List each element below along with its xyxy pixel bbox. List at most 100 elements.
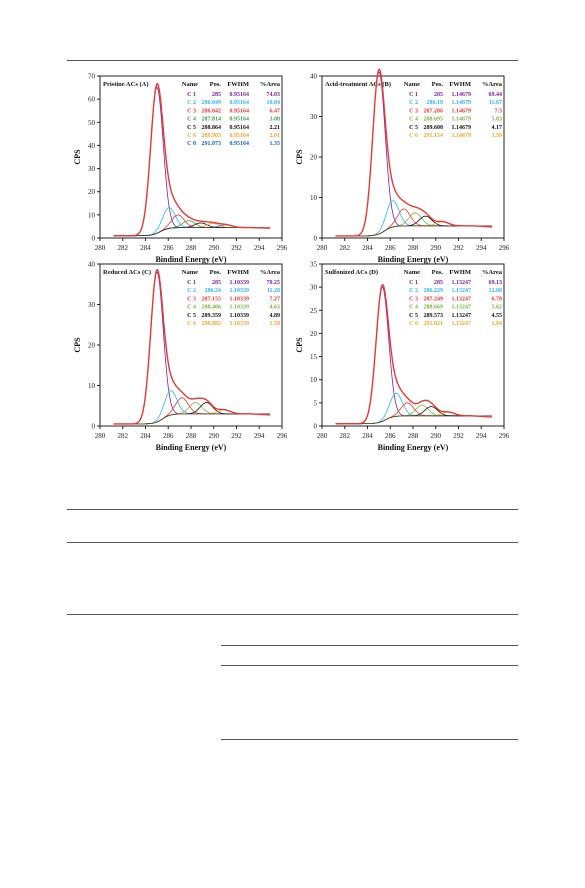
x-tick-label: 284 xyxy=(362,244,373,252)
x-tick-label: 288 xyxy=(408,244,419,252)
table-cell-name: C 5 xyxy=(187,313,196,319)
envelope-curve xyxy=(113,269,271,425)
fit-curve-c4 xyxy=(113,402,250,425)
table-cell-pos: 286.19 xyxy=(427,100,444,106)
table-cell-name: C 5 xyxy=(187,125,196,131)
chart-a-ylabel: CPS xyxy=(73,149,82,165)
x-tick-label: 286 xyxy=(385,244,396,252)
table-header: %Area xyxy=(482,269,503,276)
table-cell-fwhm: 1.10339 xyxy=(230,321,250,327)
table-cell-name: C 4 xyxy=(409,117,418,123)
table-cell-area: 69.13 xyxy=(489,280,503,286)
y-tick-label: 70 xyxy=(88,73,96,81)
y-tick-label: 0 xyxy=(314,235,318,243)
table-cell-fwhm: 1.13247 xyxy=(452,296,472,302)
x-tick-label: 292 xyxy=(453,432,464,440)
x-tick-label: 280 xyxy=(317,432,328,440)
table-cell-fwhm: 0.95164 xyxy=(230,141,250,147)
fit-curve-c8 xyxy=(113,224,250,237)
table-cell-pos: 290.882 xyxy=(202,321,222,327)
chart-c-svg: 280 282 284 286 288 290 292 294 296 0 10 20 30 40 Bind… xyxy=(73,261,288,453)
table-cell-name: C 1 xyxy=(409,280,418,286)
table-cell-fwhm: 0.95164 xyxy=(230,108,250,114)
chart-b-ylabel: CPS xyxy=(295,149,304,165)
table-header: Pos. xyxy=(432,269,444,276)
fit-curve-c2 xyxy=(113,390,250,425)
x-tick-label: 284 xyxy=(140,244,151,252)
x-tick-label: 292 xyxy=(231,244,242,252)
chart-b-svg: 280 282 284 286 288 290 292 294 296 0 10 20 30 40 Bind… xyxy=(295,68,510,264)
y-tick-label: 0 xyxy=(314,423,318,431)
table-cell-area: 4.17 xyxy=(492,125,503,131)
y-tick-label: 15 xyxy=(310,353,318,361)
envelope-curve xyxy=(113,82,271,237)
fit-curve-c4 xyxy=(335,404,472,425)
table-header: Pos. xyxy=(432,81,444,88)
y-tick-label: 60 xyxy=(88,96,96,104)
table-cell-fwhm: 1.14679 xyxy=(452,117,472,123)
table-cell-pos: 286.842 xyxy=(202,108,222,114)
table-cell-name: C 6 xyxy=(187,321,196,327)
y-tick-label: 5 xyxy=(314,399,318,407)
y-tick-label: 40 xyxy=(88,142,96,150)
x-tick-label: 296 xyxy=(499,432,510,440)
table-cell-name: C 3 xyxy=(409,108,418,114)
table-cell-pos: 291.073 xyxy=(202,141,222,147)
table-cell-pos: 288.669 xyxy=(424,305,444,311)
table-rule-4 xyxy=(221,645,518,646)
table-rule-3 xyxy=(67,614,518,615)
x-tick-label: 286 xyxy=(385,432,396,440)
table-cell-fwhm: 1.13247 xyxy=(452,288,472,294)
table-cell-name: C 6 xyxy=(409,133,418,139)
y-tick-label: 50 xyxy=(88,119,96,127)
table-header: Name xyxy=(182,269,198,276)
table-header: Pos. xyxy=(210,269,222,276)
table-header: FWHM xyxy=(227,269,249,276)
table-cell-fwhm: 1.10339 xyxy=(230,288,250,294)
x-tick-label: 288 xyxy=(408,432,419,440)
table-cell-area: 4.55 xyxy=(492,313,503,319)
chart-panel-b: 280 282 284 286 288 290 292 294 296 0 10 20 30 40 Bind… xyxy=(292,66,517,266)
x-tick-label: 286 xyxy=(163,432,174,440)
table-cell-area: 4.63 xyxy=(270,305,281,311)
x-tick-label: 288 xyxy=(186,432,197,440)
table-cell-area: 6.47 xyxy=(270,108,281,114)
table-cell-pos: 287.155 xyxy=(202,296,222,302)
table-rule-2 xyxy=(67,542,518,543)
y-tick-label: 20 xyxy=(310,154,318,162)
table-cell-pos: 288.864 xyxy=(202,125,222,131)
y-tick-label: 10 xyxy=(88,211,96,219)
x-tick-label: 280 xyxy=(95,244,106,252)
fit-curve-c2 xyxy=(113,207,250,237)
table-cell-area: 74.03 xyxy=(267,92,281,98)
table-cell-fwhm: 1.13247 xyxy=(452,313,472,319)
x-tick-label: 282 xyxy=(118,432,129,440)
table-cell-fwhm: 1.14679 xyxy=(452,92,472,98)
table-cell-pos: 287.814 xyxy=(202,117,222,123)
table-cell-area: 1.84 xyxy=(492,321,503,327)
table-cell-fwhm: 1.14679 xyxy=(452,100,472,106)
x-tick-label: 286 xyxy=(163,244,174,252)
fit-curve-c6 xyxy=(335,411,472,425)
table-cell-area: 6.78 xyxy=(492,296,503,302)
table-cell-fwhm: 0.95164 xyxy=(230,133,250,139)
fit-curve-c2 xyxy=(335,392,472,425)
table-header: Name xyxy=(182,81,198,88)
table-cell-name: C 6 xyxy=(409,321,418,327)
table-cell-name: C 8 xyxy=(187,141,196,147)
table-cell-name: C 5 xyxy=(409,313,418,319)
rule-top xyxy=(67,60,518,61)
table-cell-pos: 285 xyxy=(434,92,443,98)
table-cell-pos: 291.021 xyxy=(424,321,444,327)
x-tick-label: 294 xyxy=(254,432,265,440)
table-cell-fwhm: 1.13247 xyxy=(452,321,472,327)
table-cell-name: C 3 xyxy=(409,296,418,302)
y-tick-label: 40 xyxy=(88,261,96,269)
table-cell-fwhm: 1.13247 xyxy=(452,280,472,286)
fit-curve-c3 xyxy=(335,402,472,425)
table-header: Name xyxy=(404,269,420,276)
x-tick-label: 294 xyxy=(254,244,265,252)
chart-a-xlabel: Bindind Energy (eV) xyxy=(155,255,226,264)
table-cell-pos: 289.608 xyxy=(424,125,444,131)
table-cell-pos: 285 xyxy=(434,280,443,286)
